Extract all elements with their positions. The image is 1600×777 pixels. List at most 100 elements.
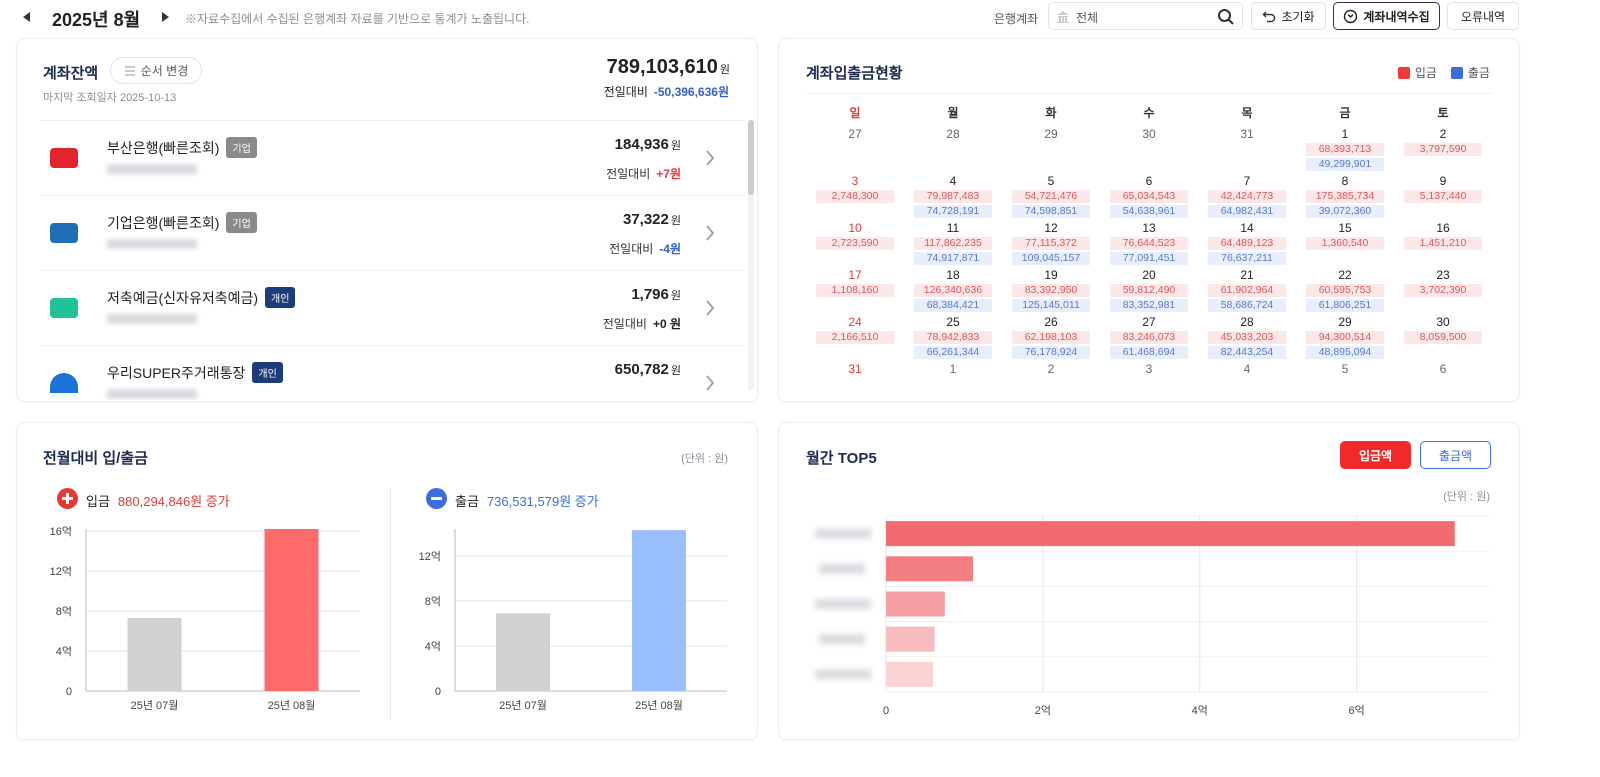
change-value: +7원 [656, 167, 681, 181]
deposit-amount: 2,166,510 [816, 331, 894, 344]
top5-unit: (단위 : 원) [1443, 491, 1490, 503]
deposit-amount: 126,340,636 [914, 284, 992, 297]
withdrawal-amount: 82,443,254 [1208, 346, 1286, 359]
change-label: 전일대비 [602, 317, 647, 331]
account-row[interactable]: 부산은행(빠른조회) 기업 184,936 원 전일대비 +7원 [40, 120, 745, 196]
plus-icon [57, 488, 78, 509]
chevron-line [706, 375, 715, 391]
withdrawal-tab[interactable]: 출금액 [1420, 441, 1491, 469]
deposit-amount: 2,748,300 [816, 190, 894, 203]
deposit-amount: 83,392,950 [1012, 284, 1090, 297]
deposit-tab[interactable]: 입금액 [1340, 441, 1411, 469]
scroll-track [748, 120, 754, 390]
account-unit: 원 [670, 215, 681, 227]
weekday: 일 [849, 106, 861, 120]
weekday: 수 [1143, 106, 1155, 120]
day-number: 19 [1044, 268, 1058, 282]
weekday: 월 [947, 106, 959, 120]
day-cell: 14 64,489,123 76,637,211 [1198, 221, 1296, 267]
deposit-amount: 117,862,235 [914, 237, 992, 250]
day-cell: 1 [904, 362, 1002, 408]
search-icon[interactable] [1217, 8, 1235, 26]
account-amount: 650,782 [614, 361, 669, 378]
day-cell: 23 3,702,390 [1394, 268, 1492, 314]
reset-button[interactable]: 초기화 [1251, 2, 1326, 30]
day-number: 5 [1341, 362, 1349, 376]
comparison-divider [390, 488, 391, 720]
account-tag: 개인 [265, 287, 296, 308]
change-label: 전일대비 [603, 85, 648, 99]
deposit-amount: 42,424,773 [1208, 190, 1286, 203]
day-cell: 5 54,721,476 74,598,851 [1002, 174, 1100, 220]
calendar-title: 계좌입출금현황 [806, 65, 903, 82]
account-title: 우리SUPER주거래통장 개인 [107, 362, 283, 383]
next-month[interactable] [160, 11, 170, 23]
day-cell: 10 2,723,590 [806, 221, 904, 267]
weekday: 토 [1437, 106, 1449, 120]
deposit-amount: 77,115,372 [1012, 237, 1090, 250]
day-cell: 17 1,108,160 [806, 268, 904, 314]
change-value: -4원 [659, 242, 681, 256]
collect-icon [1344, 9, 1358, 23]
day-cell: 22 60,595,753 61,806,251 [1296, 268, 1394, 314]
day-cell: 25 78,942,833 66,261,344 [904, 315, 1002, 361]
withdrawal-amount: 74,728,191 [914, 205, 992, 218]
deposit-amount: 3,797,590 [1404, 143, 1482, 156]
account-name: 저축예금(신자유저축예금) [107, 289, 259, 306]
legend-item: 입금 [1397, 64, 1437, 81]
errors-button[interactable]: 오류내역 [1447, 2, 1519, 30]
withdrawal-amount: 74,598,851 [1012, 205, 1090, 218]
withdrawal-amount: 83,352,981 [1110, 299, 1188, 312]
reset-label: 초기화 [1281, 9, 1315, 24]
day-cell: 18 126,340,636 68,384,421 [904, 268, 1002, 314]
withdrawal-label: 출금 [455, 494, 479, 509]
reorder-button[interactable]: 순서 변경 [110, 57, 202, 84]
minus-icon [426, 488, 447, 509]
account-number [107, 164, 197, 174]
deposit-amount: 76,644,523 [1110, 237, 1188, 250]
day-number: 28 [946, 127, 960, 141]
day-number: 3 [1145, 362, 1153, 376]
day-cell: 6 65,034,543 54,638,961 [1100, 174, 1198, 220]
bank-search[interactable]: 전체 [1048, 2, 1243, 30]
day-cell: 9 5,137,440 [1394, 174, 1492, 220]
deposit-label: 입금 [86, 494, 110, 509]
total-amount: 789,103,610 [606, 56, 718, 78]
collect-button[interactable]: 계좌내역수집 [1333, 2, 1440, 30]
account-balance: 650,782 원 [615, 361, 681, 378]
account-tag: 기업 [226, 137, 257, 158]
day-cell: 29 [1002, 127, 1100, 173]
deposit-amount: 1,108,160 [816, 284, 894, 297]
chevron[interactable] [705, 224, 715, 242]
chevron[interactable] [705, 374, 715, 392]
day-cell: 1 68,393,713 49,299,901 [1296, 127, 1394, 173]
prev-month[interactable] [22, 11, 32, 23]
account-row[interactable]: 우리SUPER주거래통장 개인 650,782 원 [40, 345, 745, 400]
withdrawal-value: 736,531,579원 증가 [486, 494, 599, 509]
chevron-line [706, 300, 715, 316]
account-row[interactable]: 저축예금(신자유저축예금) 개인 1,796 원 전일대비 +0 원 [40, 270, 745, 346]
account-name: 우리SUPER주거래통장 [107, 364, 246, 381]
account-row[interactable]: 기업은행(빠른조회) 기업 37,322 원 전일대비 -4원 [40, 195, 745, 271]
errors-label: 오류내역 [1460, 9, 1506, 24]
notice: ※자료수집에서 수집된 은행계좌 자료를 기반으로 통계가 노출됩니다. [185, 12, 530, 26]
chevron[interactable] [705, 149, 715, 167]
account-name: 기업은행(빠른조회) [107, 214, 220, 231]
legend-label: 입금 [1414, 66, 1437, 80]
deposit-amount: 54,721,476 [1012, 190, 1090, 203]
scroll-thumb[interactable] [748, 120, 754, 195]
account-balance: 37,322 원 [623, 211, 681, 228]
withdrawal-amount: 39,072,360 [1306, 205, 1384, 218]
day-number: 17 [848, 268, 862, 282]
account-change: 전일대비 +7원 [606, 165, 681, 182]
day-cell: 3 2,748,300 [806, 174, 904, 220]
day-number: 1 [949, 362, 957, 376]
day-cell: 29 94,300,514 48,895,094 [1296, 315, 1394, 361]
day-number: 7 [1243, 174, 1251, 188]
account-change: 전일대비 +0 원 [603, 315, 681, 332]
deposit-amount: 1,360,540 [1306, 237, 1384, 250]
day-number: 27 [1142, 315, 1156, 329]
withdrawal-amount: 49,299,901 [1306, 158, 1384, 171]
chevron[interactable] [705, 299, 715, 317]
account-title: 저축예금(신자유저축예금) 개인 [107, 287, 296, 308]
